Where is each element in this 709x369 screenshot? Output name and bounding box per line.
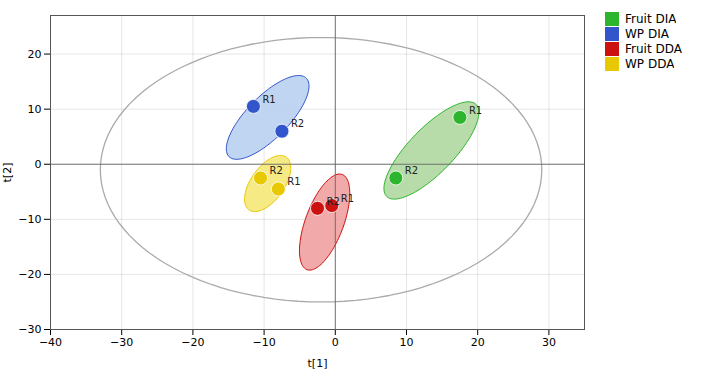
svg-text:t[1]: t[1] [308,357,328,369]
svg-text:20: 20 [471,336,485,349]
svg-text:R1: R1 [287,176,300,187]
svg-text:t[2]: t[2] [1,163,14,183]
svg-text:0: 0 [35,158,42,171]
svg-text:−10: −10 [18,213,41,226]
svg-text:10: 10 [400,336,414,349]
svg-text:−30: −30 [18,323,41,336]
html-text:WP DDA: WP DDA [625,57,675,71]
html-text:Fruit DDA: Fruit DDA [625,42,682,56]
svg-text:30: 30 [542,336,556,349]
html-text:WP DIA: WP DIA [625,27,669,41]
svg-text:R1: R1 [469,105,482,116]
svg-text:−20: −20 [181,336,204,349]
svg-text:−40: −40 [39,336,62,349]
svg-text:10: 10 [28,103,42,116]
svg-text:20: 20 [28,48,42,61]
svg-text:−20: −20 [18,268,41,281]
svg-text:0: 0 [332,336,339,349]
html-text:Fruit DIA: Fruit DIA [625,12,677,26]
svg-text:R1: R1 [262,94,275,105]
svg-text:R2: R2 [270,165,283,176]
svg-text:R2: R2 [405,165,418,176]
svg-text:R2: R2 [327,196,340,207]
svg-text:R1: R1 [341,193,354,204]
svg-text:−10: −10 [252,336,275,349]
svg-text:R2: R2 [291,118,304,129]
svg-text:−30: −30 [110,336,133,349]
